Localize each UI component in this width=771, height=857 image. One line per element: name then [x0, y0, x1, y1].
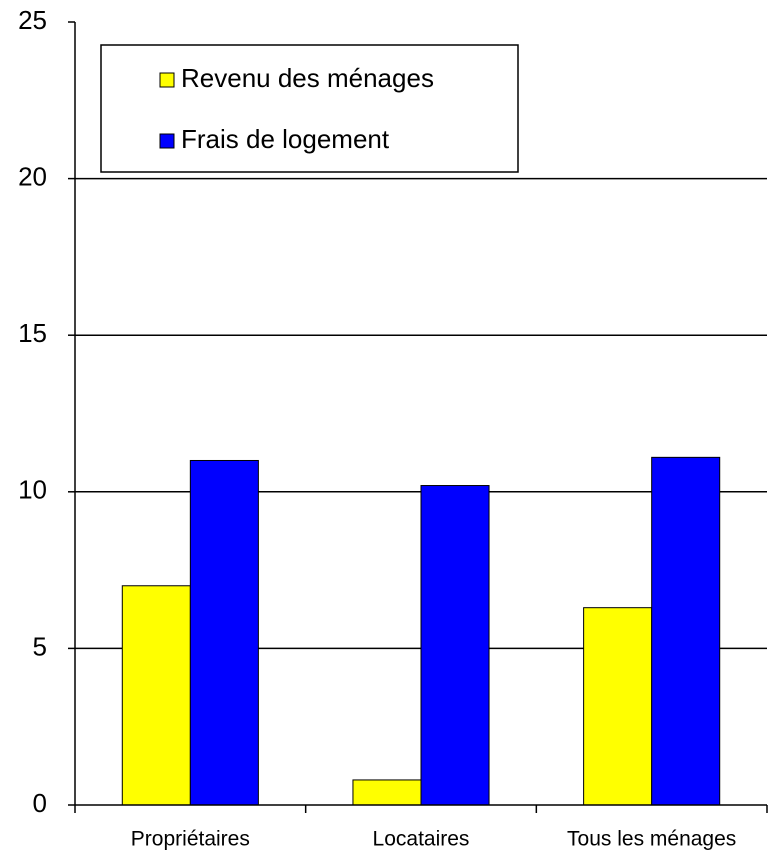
y-tick-label: 5: [33, 631, 47, 661]
y-tick-label: 20: [18, 161, 47, 191]
legend-swatch: [159, 72, 175, 88]
legend-label: Revenu des ménages: [181, 63, 434, 93]
bar: [121, 585, 191, 806]
y-tick-label: 10: [18, 475, 47, 505]
bar: [583, 607, 653, 806]
bar: [420, 485, 490, 806]
y-tick-label: 25: [18, 5, 47, 35]
bar: [189, 459, 259, 806]
x-tick-label: Tous les ménages: [567, 828, 736, 851]
x-tick-label: Locataires: [373, 828, 470, 851]
bar: [651, 456, 721, 806]
y-tick-label: 0: [33, 788, 47, 818]
y-tick-label: 15: [18, 318, 47, 348]
legend-label: Frais de logement: [181, 124, 390, 154]
x-tick-label: Propriétaires: [131, 828, 250, 851]
legend-box: [100, 44, 519, 173]
legend-swatch: [159, 133, 175, 149]
bar: [352, 779, 422, 806]
